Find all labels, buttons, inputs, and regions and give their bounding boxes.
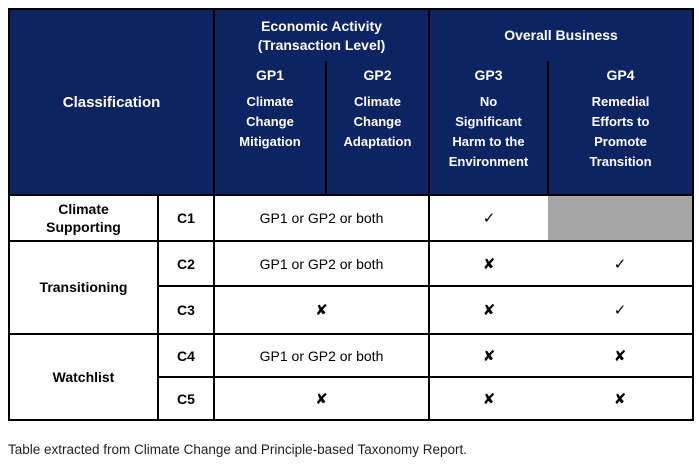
cell-c1-gp3-check-mark: ✓	[428, 194, 548, 242]
gp3-code: GP3	[474, 67, 503, 83]
cell-c1-gp12: GP1 or GP2 or both	[213, 194, 430, 242]
row-code-c3: C3	[157, 285, 215, 335]
classification-transitioning: Transitioning	[8, 240, 159, 335]
gp2-code: GP2	[363, 67, 392, 83]
cell-c2-gp3-cross-mark: ✘	[428, 240, 548, 287]
classification-watchlist: Watchlist	[8, 333, 159, 421]
gp4-code: GP4	[606, 67, 635, 83]
cell-c5-gp4-cross-mark: ✘	[548, 376, 694, 421]
group-header-overall-business: Overall Business	[429, 9, 693, 61]
taxonomy-classification-table: Classification Economic Activity (Transa…	[8, 8, 694, 421]
gp1-code: GP1	[255, 67, 284, 83]
row-code-c2: C2	[157, 240, 215, 287]
gp4-description: Remedial Efforts to Promote Transition	[589, 94, 652, 170]
row-code-c5: C5	[157, 376, 215, 421]
group-header-economic-activity: Economic Activity (Transaction Level)	[214, 9, 430, 61]
table-row-c4: Watchlist C4 GP1 or GP2 or both ✘ ✘	[8, 333, 694, 421]
table-row-c3: C3 ✘ ✘ ✓	[9, 285, 694, 335]
table-row-c1: Climate Supporting C1 GP1 or GP2 or both…	[8, 194, 694, 242]
group-header-row: Classification Economic Activity (Transa…	[9, 9, 693, 196]
row-code-c4: C4	[157, 333, 215, 378]
table-row-c5: C5 ✘ ✘ ✘	[9, 376, 694, 421]
gp2-description: Climate Change Adaptation	[343, 94, 412, 150]
cell-c1-gp4-not-applicable	[548, 194, 694, 242]
cell-c4-gp3-cross-mark: ✘	[428, 333, 548, 378]
gp3-description: No Significant Harm to the Environment	[448, 94, 529, 170]
cell-c5-gp3-cross-mark: ✘	[428, 376, 548, 421]
cell-c5-gp12-cross-mark: ✘	[213, 376, 430, 421]
column-header-gp2: GP2 Climate Change Adaptation	[325, 61, 429, 196]
cell-c2-gp12: GP1 or GP2 or both	[213, 240, 430, 287]
cell-c3-gp3-cross-mark: ✘	[428, 285, 548, 335]
cell-c4-gp4-cross-mark: ✘	[548, 333, 694, 378]
classification-climate-supporting: Climate Supporting	[8, 194, 159, 242]
column-header-gp1: GP1 Climate Change Mitigation	[214, 61, 326, 196]
corner-header-classification: Classification	[9, 9, 215, 196]
cell-c2-gp4-check-mark: ✓	[548, 240, 694, 287]
cell-c3-gp4-check-mark: ✓	[548, 285, 694, 335]
table-caption: Table extracted from Climate Change and …	[8, 442, 467, 457]
row-code-c1: C1	[157, 194, 215, 242]
column-header-gp4: GP4 Remedial Efforts to Promote Transiti…	[547, 61, 693, 196]
column-header-row: GP1 Climate Change Mitigation GP2 Climat…	[9, 61, 693, 196]
column-header-gp3: GP3 No Significant Harm to the Environme…	[428, 61, 548, 196]
gp1-description: Climate Change Mitigation	[239, 94, 301, 150]
table-row-c2: Transitioning C2 GP1 or GP2 or both ✘ ✓	[8, 240, 694, 335]
cell-c3-gp12-cross-mark: ✘	[213, 285, 430, 335]
cell-c4-gp12: GP1 or GP2 or both	[213, 333, 430, 378]
